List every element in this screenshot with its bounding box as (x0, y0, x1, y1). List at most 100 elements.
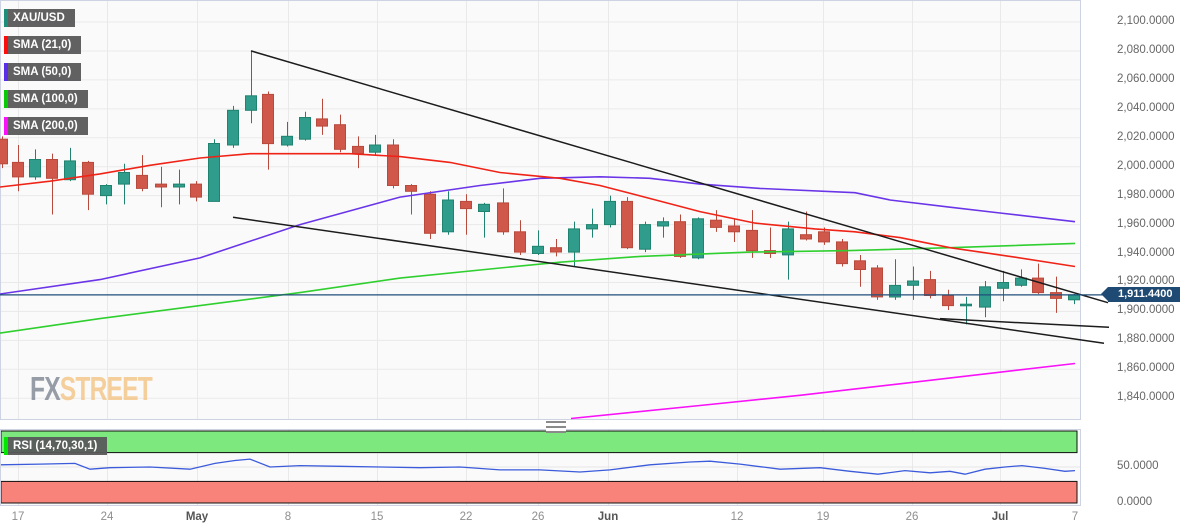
legend-item-label: XAU/USD (13, 12, 65, 24)
legend-item-label: SMA (50,0) (13, 66, 72, 78)
candle-body (245, 95, 257, 111)
candle-body (299, 117, 311, 140)
upper-descending-trendline (250, 50, 1109, 304)
candle-body (621, 200, 633, 249)
candle-body (568, 228, 580, 253)
rsi-indicator-label[interactable]: RSI (14,70,30,1) (4, 437, 108, 455)
price-axis-label: 1,860.0000 (1117, 362, 1175, 375)
candle-body (871, 267, 883, 298)
candle-body (514, 231, 526, 253)
rsi-overbought-band (0, 430, 1078, 454)
candle-body (942, 295, 954, 307)
candle-body (1050, 292, 1062, 299)
candle-body (424, 193, 436, 234)
candle-body (782, 228, 794, 256)
candle-body (155, 183, 167, 188)
price-axis-label: 2,100.0000 (1117, 15, 1175, 27)
legend-item-label: SMA (21,0) (13, 39, 72, 51)
logo-fx: FX (30, 371, 61, 408)
legend-item-label: SMA (200,0) (13, 120, 78, 132)
candle-body (657, 221, 669, 227)
time-axis-label-jul: Jul (991, 511, 1009, 523)
candle-body (960, 303, 972, 307)
price-axis-label: 1,840.0000 (1117, 391, 1175, 404)
fxstreet-logo: FXSTREET (30, 371, 153, 409)
legend-item-sma-50-0[interactable]: SMA (50,0) (4, 63, 82, 81)
candle-body (208, 143, 220, 202)
candle-body (369, 144, 381, 153)
time-axis-label-may: May (185, 511, 209, 523)
support-line (939, 317, 1110, 329)
candle-body (854, 260, 866, 270)
rsi-label-text: RSI (14,70,30,1) (13, 440, 98, 452)
price-axis-label: 1,880.0000 (1117, 333, 1175, 346)
candle-body (281, 135, 293, 146)
candle-body (0, 138, 8, 165)
sma50-line (0, 175, 1076, 295)
candle-body (639, 224, 651, 250)
candle-body (352, 145, 364, 155)
candle-body (64, 160, 76, 181)
logo-street: STREET (59, 371, 153, 408)
candle-body (710, 219, 722, 228)
candle-body (334, 124, 346, 150)
legend-color-bar (4, 117, 8, 135)
candle-body (460, 200, 472, 210)
candle-body (818, 231, 830, 243)
rsi-line (0, 458, 1076, 475)
candle-body (728, 225, 740, 233)
panel-resize-handle[interactable] (546, 421, 566, 433)
candle-body (924, 279, 936, 297)
legend-item-xau-usd[interactable]: XAU/USD (4, 9, 75, 27)
candle-body (1032, 277, 1044, 294)
price-axis-label: 2,080.0000 (1117, 43, 1175, 56)
time-axis-label-22: 22 (459, 511, 473, 523)
candle-body (586, 224, 598, 230)
rsi-axis-label: 0.0000 (1117, 496, 1153, 508)
time-axis-label-jun: Jun (597, 511, 619, 523)
candle-body (405, 185, 417, 192)
candle-body (29, 159, 41, 178)
candle-body (889, 284, 901, 298)
candle-body (118, 172, 130, 185)
candle-body (316, 118, 328, 127)
time-axis-label-24: 24 (100, 511, 114, 523)
legend-item-sma-21-0[interactable]: SMA (21,0) (4, 36, 82, 54)
legend-item-label: SMA (100,0) (13, 93, 78, 105)
time-axis-label-12: 12 (730, 511, 744, 523)
time-axis-label-8: 8 (284, 511, 292, 523)
time-axis-label-7: 7 (1071, 511, 1079, 523)
candle-body (550, 247, 562, 253)
candle-body (262, 93, 274, 145)
rsi-panel-border (0, 429, 1081, 506)
rsi-color-bar (4, 437, 8, 455)
candle-body (442, 199, 454, 233)
candle-body (46, 159, 58, 179)
price-axis-label: 1,920.0000 (1117, 275, 1175, 288)
candle-body (836, 241, 848, 265)
rsi-oversold-band (0, 480, 1078, 504)
lower-descending-trendline (232, 216, 1105, 344)
candle-body (692, 218, 704, 259)
time-axis-label-19: 19 (816, 511, 830, 523)
candle-body (1068, 294, 1080, 301)
rsi-chart[interactable] (0, 429, 1194, 507)
candle-body (173, 183, 185, 188)
legend-item-sma-200-0[interactable]: SMA (200,0) (4, 117, 88, 135)
candle-body (604, 200, 616, 226)
candle-body (136, 174, 148, 189)
candle-body (746, 229, 758, 252)
price-axis-label: 1,900.0000 (1117, 304, 1175, 317)
sma100-line (0, 242, 1076, 334)
current-price-tag: 1,911.4400 (1100, 287, 1181, 303)
candle-body (800, 234, 812, 240)
price-axis-label: 1,980.0000 (1117, 188, 1175, 201)
candle-body (907, 280, 919, 286)
sma200-line (570, 362, 1076, 420)
legend-item-sma-100-0[interactable]: SMA (100,0) (4, 90, 88, 108)
candles-group (0, 50, 1080, 325)
candle-body (1015, 277, 1027, 286)
candlestick-chart[interactable] (0, 0, 1194, 429)
candle-body (227, 109, 239, 146)
